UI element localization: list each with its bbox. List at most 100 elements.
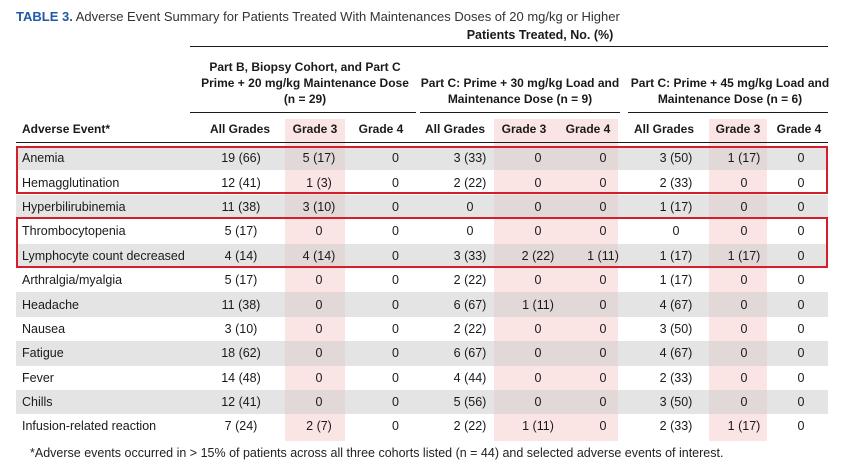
table-row: Headache 11 (38) 0 0 6 (67) 1 (11) 0 4 (67) 0 0 bbox=[16, 292, 828, 317]
table-row: Thrombocytopenia 5 (17) 0 0 0 0 0 0 0 0 bbox=[16, 219, 828, 243]
value-cell: 7 (24) bbox=[224, 419, 258, 434]
event-name-cell: Nausea bbox=[22, 321, 66, 336]
group-header-1-line-1: Part B, Biopsy Cohort, and Part C bbox=[209, 60, 401, 74]
value-cell: 11 (38) bbox=[203, 194, 279, 220]
grade3-highlight-group3 bbox=[709, 119, 767, 441]
value-cell: 0 bbox=[797, 273, 805, 288]
value-cell: 0 bbox=[359, 341, 432, 366]
value-cell: 0 bbox=[534, 273, 542, 288]
value-cell: 3 (10) bbox=[224, 321, 258, 336]
event-name-cell: Hyperbilirubinemia bbox=[16, 194, 203, 220]
col-header-g1-all: All Grades bbox=[209, 122, 271, 136]
table-row: Lymphocyte count decreased 4 (14) 4 (14) 0 3… bbox=[16, 243, 828, 268]
event-name-cell: Arthralgia/myalgia bbox=[22, 273, 123, 288]
value-cell: 3 (50) bbox=[638, 389, 714, 415]
event-name-cell: Thrombocytopenia bbox=[22, 224, 126, 239]
event-name-cell: Fever bbox=[22, 370, 54, 385]
value-cell: 2 (22) bbox=[508, 243, 568, 268]
event-name-cell: Lymphocyte count decreased bbox=[16, 243, 203, 268]
col-header-g1-grade3: Grade 3 bbox=[292, 122, 338, 136]
value-cell: 0 bbox=[432, 194, 508, 220]
table-label: TABLE 3. bbox=[16, 9, 73, 24]
value-cell: 2 (22) bbox=[453, 419, 487, 434]
table-title: Adverse Event Summary for Patients Treat… bbox=[75, 9, 620, 24]
group-header-1-line-3: (n = 29) bbox=[283, 92, 327, 106]
value-cell: 0 bbox=[392, 175, 399, 190]
value-cell: 0 bbox=[392, 419, 399, 434]
value-cell: 0 bbox=[568, 146, 638, 171]
value-cell: 5 (17) bbox=[224, 224, 258, 239]
value-cell: 0 bbox=[359, 292, 432, 317]
value-cell: 3 (50) bbox=[659, 321, 693, 336]
value-cell: 0 bbox=[315, 321, 323, 336]
value-cell: 0 bbox=[392, 273, 399, 288]
value-cell: 0 bbox=[279, 341, 359, 366]
value-cell: 0 bbox=[534, 321, 542, 336]
event-name-cell: Headache bbox=[16, 292, 203, 317]
table-row: Infusion-related reaction 7 (24) 2 (7) 0 2 (… bbox=[16, 414, 828, 438]
value-cell: 0 bbox=[714, 194, 774, 220]
group-header-2: Part C: Prime + 30 mg/kg Load and Mainte… bbox=[410, 75, 630, 107]
table-row: Fatigue 18 (62) 0 0 6 (67) 0 0 4 (67) 0 0 bbox=[16, 341, 828, 366]
value-cell: 0 bbox=[359, 146, 432, 171]
header-bottom-rule bbox=[16, 142, 828, 143]
value-cell: 1 (17) bbox=[727, 419, 761, 434]
table-caption: TABLE 3. Adverse Event Summary for Patie… bbox=[16, 9, 620, 24]
value-cell: 0 bbox=[774, 243, 828, 268]
value-cell: 3 (33) bbox=[432, 146, 508, 171]
grade34-highlight-group2 bbox=[494, 119, 618, 441]
value-cell: 3 (10) bbox=[279, 194, 359, 220]
value-cell: 2 (33) bbox=[659, 419, 693, 434]
value-cell: 11 (38) bbox=[203, 292, 279, 317]
value-cell: 1 (17) bbox=[714, 146, 774, 171]
event-name-cell: Chills bbox=[16, 389, 203, 415]
value-cell: 2 (33) bbox=[659, 175, 693, 190]
value-cell: 0 bbox=[568, 292, 638, 317]
table-row: Arthralgia/myalgia 5 (17) 0 0 2 (22) 0 0 1 (17)… bbox=[16, 268, 828, 292]
table-row: Hyperbilirubinemia 11 (38) 3 (10) 0 0 0 0 1 (17… bbox=[16, 194, 828, 220]
event-name-cell: Fatigue bbox=[16, 341, 203, 366]
value-cell: 0 bbox=[740, 370, 748, 385]
value-cell: 0 bbox=[774, 341, 828, 366]
value-cell: 0 bbox=[599, 321, 607, 336]
table-footnote: *Adverse events occurred in > 15% of pat… bbox=[30, 446, 724, 460]
value-cell: 0 bbox=[568, 389, 638, 415]
value-cell: 1 (11) bbox=[508, 292, 568, 317]
value-cell: 1 (17) bbox=[659, 273, 693, 288]
value-cell: 6 (67) bbox=[432, 292, 508, 317]
value-cell: 0 bbox=[315, 224, 323, 239]
value-cell: 0 bbox=[534, 175, 542, 190]
value-cell: 0 bbox=[508, 389, 568, 415]
event-name-cell: Anemia bbox=[16, 146, 203, 171]
group-1-rule bbox=[190, 112, 416, 113]
group-2-rule bbox=[420, 112, 620, 113]
value-cell: 0 bbox=[599, 419, 607, 434]
value-cell: 0 bbox=[508, 194, 568, 220]
group-header-1-line-2: Prime + 20 mg/kg Maintenance Dose bbox=[201, 76, 409, 90]
group-header-2-line-2: Maintenance Dose (n = 9) bbox=[447, 92, 593, 106]
value-cell: 1 (11) bbox=[522, 419, 554, 434]
col-header-g3-grade4: Grade 4 bbox=[776, 122, 822, 136]
table-row: Anemia 19 (66) 5 (17) 0 3 (33) 0 0 3 (50) 1 (17)… bbox=[16, 146, 828, 171]
value-cell: 0 bbox=[740, 321, 748, 336]
value-cell: 0 bbox=[599, 370, 607, 385]
value-cell: 5 (56) bbox=[432, 389, 508, 415]
value-cell: 4 (14) bbox=[203, 243, 279, 268]
super-header: Patients Treated, No. (%) bbox=[466, 28, 614, 42]
table-row: Chills 12 (41) 0 0 5 (56) 0 0 3 (50) 0 0 bbox=[16, 389, 828, 415]
value-cell: 0 bbox=[392, 321, 399, 336]
table-row: Fever 14 (48) 0 0 4 (44) 0 0 2 (33) 0 0 bbox=[16, 366, 828, 390]
value-cell: 4 (67) bbox=[638, 341, 714, 366]
value-cell: 0 bbox=[774, 146, 828, 171]
col-header-adverse-event: Adverse Event* bbox=[22, 122, 111, 136]
col-header-g1-grade4: Grade 4 bbox=[358, 122, 404, 136]
value-cell: 12 (41) bbox=[221, 175, 261, 190]
value-cell: 0 bbox=[599, 273, 607, 288]
value-cell: 6 (67) bbox=[432, 341, 508, 366]
table-row: Hemagglutination 12 (41) 1 (3) 0 2 (22) 0 0 2 (… bbox=[16, 170, 828, 194]
value-cell: 19 (66) bbox=[203, 146, 279, 171]
value-cell: 0 bbox=[797, 419, 805, 434]
value-cell: 0 bbox=[359, 243, 432, 268]
value-cell: 0 bbox=[359, 389, 432, 415]
value-cell: 12 (41) bbox=[203, 389, 279, 415]
